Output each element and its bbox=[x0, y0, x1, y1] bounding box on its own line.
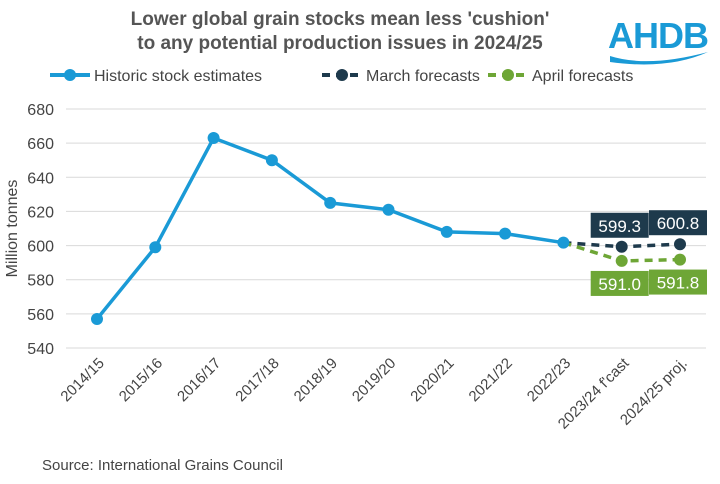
x-tick-label: 2018/19 bbox=[291, 355, 341, 405]
data-label: 591.0 bbox=[598, 275, 641, 294]
data-point bbox=[674, 238, 686, 251]
x-tick-label: 2020/21 bbox=[407, 355, 457, 405]
x-tick-label: 2017/18 bbox=[232, 355, 282, 405]
y-tick-label: 640 bbox=[27, 170, 54, 187]
legend-marker bbox=[336, 69, 348, 81]
legend-marker bbox=[64, 69, 76, 81]
x-tick-label: 2021/22 bbox=[466, 355, 516, 405]
data-label: 599.3 bbox=[598, 217, 641, 236]
data-label: 591.8 bbox=[657, 274, 700, 293]
ahdb-logo: AHDB bbox=[608, 15, 709, 65]
x-tick-label: 2014/15 bbox=[57, 355, 107, 405]
series-line bbox=[95, 135, 564, 321]
data-point bbox=[615, 240, 628, 253]
data-point bbox=[265, 154, 278, 167]
legend-label: April forecasts bbox=[532, 68, 633, 85]
data-label-box bbox=[649, 210, 707, 236]
x-tick-label: 2019/20 bbox=[349, 355, 399, 405]
y-tick-label: 620 bbox=[27, 204, 54, 221]
y-tick-label: 560 bbox=[27, 307, 54, 324]
data-point bbox=[557, 236, 570, 249]
chart-title: Lower global grain stocks mean less 'cus… bbox=[80, 8, 600, 56]
y-tick-label: 680 bbox=[27, 102, 54, 119]
title-line-1: Lower global grain stocks mean less 'cus… bbox=[130, 9, 550, 30]
x-tick-label: 2015/16 bbox=[116, 355, 166, 405]
source-note: Source: International Grains Council bbox=[42, 457, 283, 474]
data-point bbox=[149, 241, 162, 254]
data-label-box bbox=[590, 270, 649, 296]
legend-label: March forecasts bbox=[366, 68, 480, 85]
y-tick-label: 580 bbox=[27, 273, 54, 290]
data-point bbox=[674, 253, 686, 266]
data-label-box bbox=[649, 269, 707, 295]
y-axis-label: Million tonnes bbox=[4, 180, 21, 278]
data-point bbox=[91, 312, 103, 325]
data-point bbox=[382, 203, 395, 216]
data-point bbox=[615, 254, 628, 267]
x-tick-label: 2016/17 bbox=[174, 355, 224, 405]
legend-label: Historic stock estimates bbox=[94, 68, 262, 85]
legend-marker bbox=[502, 69, 514, 81]
data-label: 600.8 bbox=[657, 214, 700, 233]
title-line-2: to any potential production issues in 20… bbox=[137, 33, 543, 54]
data-point bbox=[499, 227, 512, 240]
y-tick-label: 540 bbox=[27, 341, 54, 358]
x-tick-label: 2022/23 bbox=[524, 355, 574, 405]
data-point bbox=[324, 196, 337, 209]
data-point bbox=[440, 225, 453, 238]
data-label-box bbox=[590, 212, 649, 238]
y-tick-label: 660 bbox=[27, 136, 54, 153]
y-tick-label: 600 bbox=[27, 239, 54, 256]
data-point bbox=[207, 132, 220, 145]
svg-text:AHDB: AHDB bbox=[608, 15, 708, 56]
